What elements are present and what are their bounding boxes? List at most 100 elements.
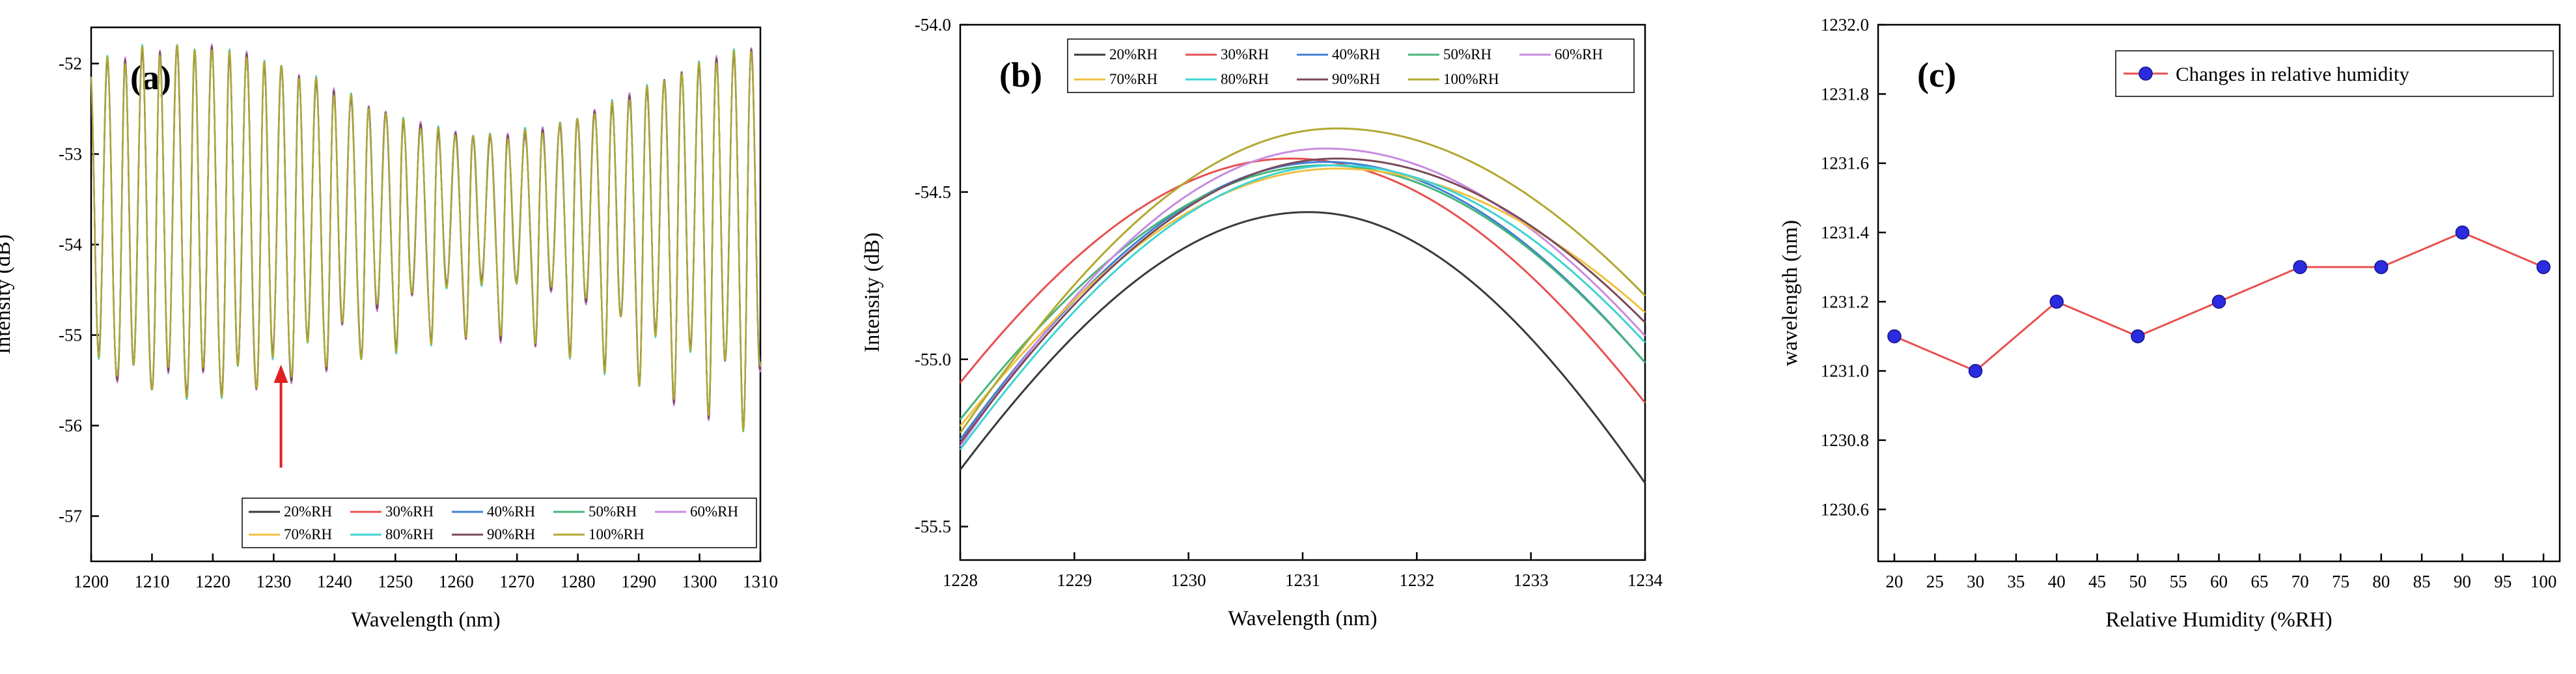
y-tick-label: 1230.6	[1821, 499, 1869, 519]
x-tick-label: 70	[2292, 572, 2309, 591]
x-tick-label: 1234	[1627, 570, 1663, 590]
y-tick-label: -53	[59, 145, 82, 164]
x-tick-label: 1220	[195, 572, 230, 591]
data-point	[2536, 260, 2551, 274]
x-tick-label: 1270	[499, 572, 534, 591]
x-tick-label: 100	[2530, 572, 2557, 591]
x-tick-label: 55	[2170, 572, 2187, 591]
x-tick-label: 45	[2088, 572, 2106, 591]
x-tick-label: 1232	[1399, 570, 1434, 590]
data-point	[2293, 260, 2307, 274]
x-tick-label: 40	[2048, 572, 2066, 591]
x-tick-label: 1310	[743, 572, 778, 591]
legend-label: 30%RH	[1221, 46, 1269, 63]
legend-label: 70%RH	[284, 526, 332, 542]
x-tick-label: 60	[2210, 572, 2228, 591]
x-tick-label: 25	[1926, 572, 1944, 591]
x-tick-label: 80	[2372, 572, 2390, 591]
y-axis-title: wavelength (nm)	[1779, 220, 1802, 367]
series-line-30pctRH	[959, 157, 1646, 404]
y-tick-label: -56	[59, 416, 82, 436]
legend-label: 40%RH	[1332, 46, 1380, 63]
x-tick-label: 35	[2007, 572, 2025, 591]
data-point	[2211, 294, 2226, 309]
data-point	[2049, 294, 2064, 309]
x-tick-label: 90	[2454, 572, 2471, 591]
legend-box	[2115, 50, 2554, 97]
y-tick-label: -54.5	[915, 182, 951, 202]
plot-area	[959, 127, 1646, 484]
x-tick-label: 1250	[378, 572, 413, 591]
y-tick-label: -55.5	[915, 517, 951, 537]
panel-label: (b)	[999, 55, 1042, 94]
x-tick-label: 85	[2413, 572, 2431, 591]
legend-label: 30%RH	[385, 503, 434, 520]
x-tick-label: 20	[1885, 572, 1903, 591]
x-tick-label: 95	[2494, 572, 2512, 591]
series-line-60pctRH	[959, 147, 1646, 447]
legend-label: 60%RH	[1555, 46, 1603, 63]
x-tick-label: 65	[2251, 572, 2268, 591]
x-axis-title: Wavelength (nm)	[1228, 607, 1377, 630]
legend-label: 80%RH	[385, 526, 434, 542]
x-tick-label: 1229	[1057, 570, 1092, 590]
legend-label: 20%RH	[1109, 46, 1157, 63]
x-tick-label: 30	[1967, 572, 1984, 591]
y-tick-label: 1230.8	[1821, 430, 1869, 450]
x-tick-label: 1228	[943, 570, 978, 590]
annotation-arrow-head	[273, 365, 288, 383]
series-line-70pctRH	[959, 167, 1646, 427]
x-tick-label: 1290	[621, 572, 656, 591]
data-point	[2455, 225, 2470, 240]
data-point	[1968, 363, 1983, 378]
x-tick-label: 1210	[134, 572, 169, 591]
y-tick-label: 1232.0	[1821, 15, 1869, 35]
panel-label: (c)	[1917, 55, 1956, 94]
series-line-80pctRH	[959, 164, 1646, 451]
x-tick-label: 1230	[1171, 570, 1206, 590]
y-tick-label: -55.0	[915, 350, 951, 369]
series-line-20pctRH	[959, 211, 1646, 484]
legend-label: 100%RH	[1443, 71, 1499, 87]
x-tick-label: 1233	[1514, 570, 1549, 590]
legend: 20%RH 30%RH 40%RH 50%RH 60%RH 70%RH 80%RH 90%RH…	[1067, 38, 1635, 93]
legend-label: 80%RH	[1221, 71, 1269, 87]
y-tick-label: -54.0	[915, 15, 951, 35]
legend-marker	[2139, 66, 2153, 81]
data-point	[2374, 260, 2389, 274]
y-tick-label: 1231.6	[1821, 154, 1869, 173]
x-tick-label: 75	[2332, 572, 2349, 591]
x-tick-label: 1280	[561, 572, 596, 591]
data-point	[1887, 329, 1902, 344]
series-line-90pctRH	[959, 157, 1646, 444]
y-tick-label: 1231.4	[1821, 223, 1870, 242]
x-axis-title: Wavelength (nm)	[351, 608, 500, 632]
legend-label: 70%RH	[1109, 71, 1157, 87]
plot-area	[90, 43, 762, 432]
y-tick-label: 1231.2	[1821, 292, 1869, 311]
legend-label: Changes in relative humidity	[2176, 63, 2410, 85]
legend-label: 90%RH	[1332, 71, 1380, 87]
x-tick-label: 1240	[317, 572, 352, 591]
x-axis-title: Relative Humidity (%RH)	[2105, 608, 2332, 632]
data-point	[2131, 329, 2145, 344]
legend: 20%RH 30%RH 40%RH 50%RH 60%RH 70%RH 80%RH 90%RH…	[242, 498, 757, 548]
legend-label: 40%RH	[487, 503, 535, 520]
legend-label: 100%RH	[589, 526, 644, 542]
x-tick-label: 1230	[256, 572, 291, 591]
chart-panel-b: 1228 1229 1230 1231 1232 1233 1234 -54.0 -54.5 -5…	[861, 15, 1663, 630]
y-tick-label: 1231.8	[1821, 84, 1869, 104]
x-tick-label: 1200	[74, 572, 109, 591]
legend-label: 50%RH	[1443, 46, 1491, 63]
x-tick-label: 1231	[1285, 570, 1320, 590]
y-tick-label: -55	[59, 326, 82, 345]
series-line-50pctRH	[959, 164, 1646, 421]
y-tick-label: -52	[59, 54, 82, 74]
series-line-100pctRH	[959, 127, 1646, 434]
legend-box	[1067, 38, 1635, 93]
y-axis-title: Intensity (dB)	[0, 234, 15, 354]
chart-panel-a: 1200 1210 1220 1230 1240 1250 1260 1270 1280 1290…	[0, 26, 778, 632]
